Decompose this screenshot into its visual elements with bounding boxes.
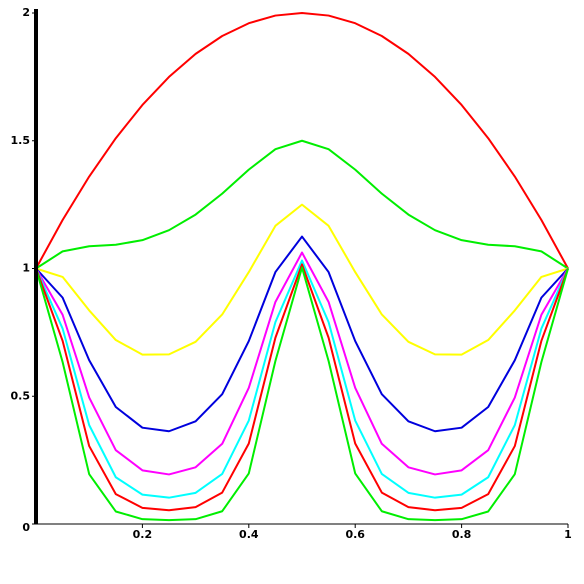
curve	[35, 139, 569, 270]
x-tick-label: 0.4	[239, 528, 259, 541]
curve	[35, 235, 569, 433]
curve	[35, 263, 569, 512]
y-tick-label: 1.5	[11, 134, 31, 147]
y-tick-label: 0.5	[11, 389, 31, 402]
curve	[35, 266, 569, 522]
curve	[35, 259, 569, 499]
x-tick-label: 0.2	[133, 528, 153, 541]
x-tick-label: 1	[564, 528, 572, 541]
curve	[35, 251, 569, 476]
y-tick-label: 0	[22, 521, 30, 534]
curve	[35, 203, 569, 356]
curve	[35, 12, 569, 269]
y-tick-label: 2	[22, 6, 30, 19]
x-tick-label: 0.6	[345, 528, 365, 541]
y-tick-label: 1	[22, 262, 30, 275]
x-tick-label: 0.8	[452, 528, 472, 541]
